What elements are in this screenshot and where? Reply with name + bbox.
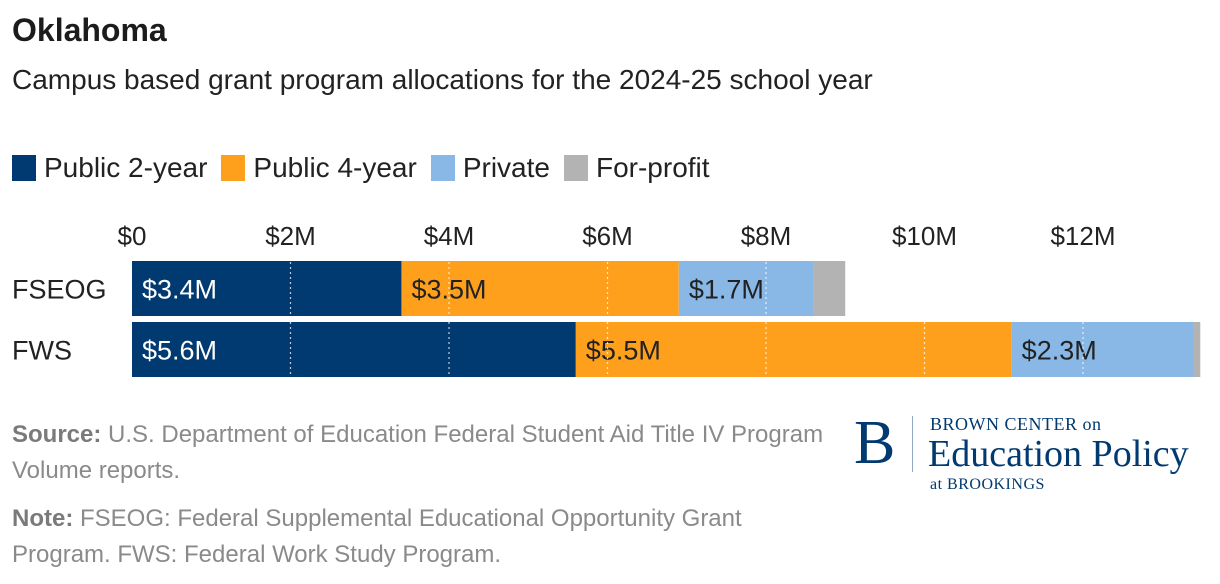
chart-subtitle: Campus based grant program allocations f… xyxy=(12,64,873,95)
logo-line3: at BROOKINGS xyxy=(930,476,1045,493)
stacked-bar-chart: $0 $2M $4M $6M $8M $10M $12M FSEOG FWS $3.4M $3.5M… xyxy=(12,221,1201,381)
chart-title: Oklahoma xyxy=(12,12,167,48)
bar-segment xyxy=(401,261,679,316)
logo-line1: BROWN CENTER on xyxy=(930,414,1102,434)
legend-swatch xyxy=(221,155,246,181)
x-tick-label: $12M xyxy=(1050,221,1115,251)
legend-label: Public 2-year xyxy=(44,152,208,183)
legend-swatch xyxy=(430,155,455,181)
legend-label: Private xyxy=(462,152,550,183)
bar-segment xyxy=(132,261,402,316)
x-tick-label: $0 xyxy=(118,221,147,251)
x-tick-label: $8M xyxy=(741,221,792,251)
data-label: $2.3M xyxy=(1022,336,1097,366)
note-label: Note: xyxy=(12,505,74,532)
data-label: $1.7M xyxy=(689,275,764,305)
bar-segment xyxy=(813,261,846,316)
legend-swatch xyxy=(12,155,36,181)
legend-item-for-profit: For-profit xyxy=(563,152,710,184)
bar-segment xyxy=(132,322,576,377)
bar-segment xyxy=(678,261,814,316)
logo-divider xyxy=(912,416,913,472)
data-label: $5.5M xyxy=(586,336,661,366)
data-label: $3.5M xyxy=(411,275,486,305)
source-note: Source: U.S. Department of Education Fed… xyxy=(12,417,832,489)
x-tick-label: $4M xyxy=(424,221,475,251)
x-tick-label: $6M xyxy=(582,221,633,251)
source-text: U.S. Department of Education Federal Stu… xyxy=(12,421,824,484)
data-label: $5.6M xyxy=(142,336,217,366)
source-label: Source: xyxy=(12,421,102,448)
legend-label: Public 4-year xyxy=(253,152,417,183)
x-tick-label: $10M xyxy=(892,221,957,251)
legend-swatch xyxy=(563,155,588,181)
footnote: Note: FSEOG: Federal Supplemental Educat… xyxy=(12,501,832,573)
category-label: FSEOG xyxy=(12,275,107,305)
logo-letter: B xyxy=(854,409,896,477)
brown-center-logo: B BROWN CENTER on Education Policy at BR… xyxy=(852,410,1212,500)
legend: Public 2-year Public 4-year Private For-… xyxy=(12,152,724,184)
category-label: FWS xyxy=(12,336,72,366)
bar-segment xyxy=(1193,322,1201,377)
bar-segment xyxy=(575,322,1012,377)
legend-item-public-2-year: Public 2-year xyxy=(12,152,207,184)
x-tick-label: $2M xyxy=(265,221,316,251)
legend-item-private: Private xyxy=(430,152,550,184)
note-text: FSEOG: Federal Supplemental Educational … xyxy=(12,505,742,568)
data-label: $3.4M xyxy=(142,275,217,305)
logo-line2: Education Policy xyxy=(928,433,1189,475)
bar-segment xyxy=(1011,322,1194,377)
legend-item-public-4-year: Public 4-year xyxy=(221,152,417,184)
legend-label: For-profit xyxy=(595,152,710,183)
